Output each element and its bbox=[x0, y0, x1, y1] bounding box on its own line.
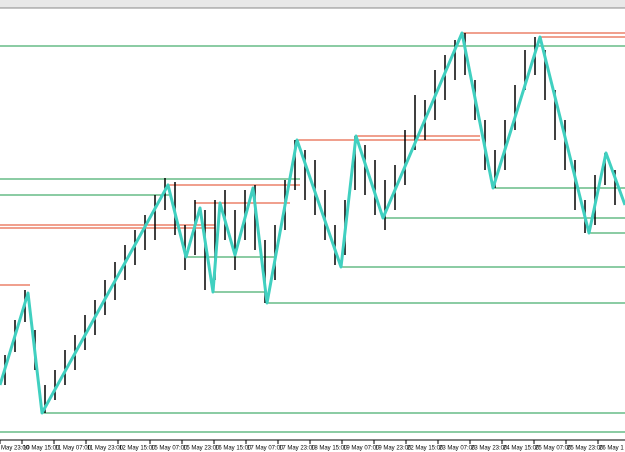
x-tick-label: 15 May 23:00 bbox=[183, 446, 220, 452]
x-tick-label: 23 May 23:00 bbox=[471, 446, 508, 452]
x-tick-label: 24 May 15:00 bbox=[503, 446, 540, 452]
x-tick-label: 25 May 07:00 bbox=[535, 446, 572, 452]
x-tick-label: 19 May 07:00 bbox=[343, 446, 380, 452]
x-tick-label: 11 May 23:00 bbox=[87, 446, 124, 452]
x-tick-label: 10 May 15:00 bbox=[23, 446, 60, 452]
x-tick-label: 17 May 07:00 bbox=[247, 446, 284, 452]
x-tick-label: May 23:00 bbox=[1, 446, 30, 452]
x-tick-label: 25 May 23:00 bbox=[567, 446, 604, 452]
x-tick-label: 11 May 07:00 bbox=[55, 446, 92, 452]
x-tick-label: 15 May 07:00 bbox=[151, 446, 188, 452]
x-tick-label: 22 May 15:00 bbox=[407, 446, 444, 452]
x-tick-label: 12 May 15:00 bbox=[119, 446, 156, 452]
x-tick-label: 23 May 07:00 bbox=[439, 446, 476, 452]
x-tick-label: 26 May 1 bbox=[599, 446, 624, 452]
x-tick-label: 18 May 15:00 bbox=[311, 446, 348, 452]
top-bar bbox=[0, 0, 625, 8]
x-tick-label: 17 May 23:00 bbox=[279, 446, 316, 452]
x-tick-label: 19 May 23:00 bbox=[375, 446, 412, 452]
zigzag-line bbox=[0, 31, 625, 415]
x-tick-label: 16 May 15:00 bbox=[215, 446, 252, 452]
